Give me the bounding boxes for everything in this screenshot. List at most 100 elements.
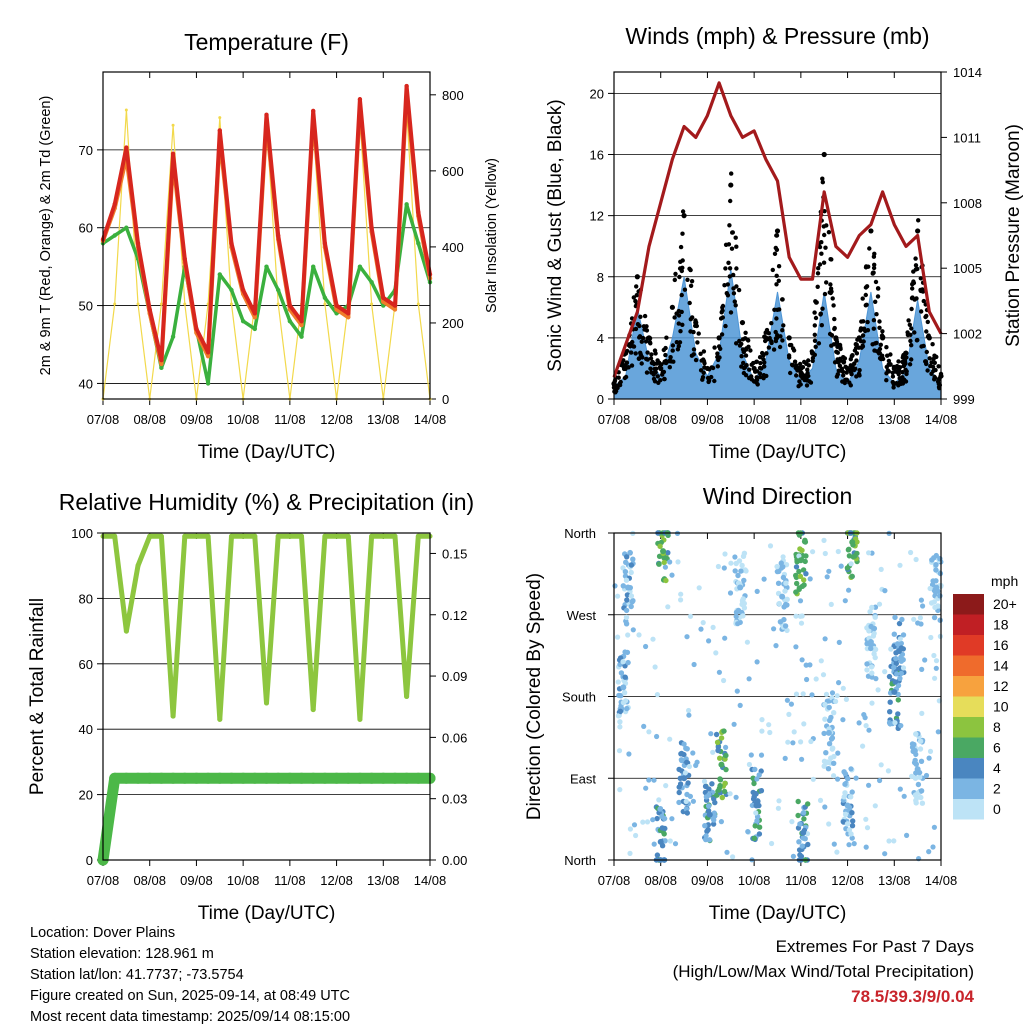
- gust-dot: [636, 356, 642, 361]
- gust-dot: [639, 339, 644, 344]
- gust-dot: [678, 329, 683, 334]
- direction-dot: [864, 667, 870, 673]
- direction-dot: [886, 838, 892, 844]
- gust-dot: [727, 266, 733, 271]
- station-elevation: Station elevation: 128.961 m: [30, 946, 214, 962]
- gust-dot: [672, 277, 677, 283]
- gust-dot: [838, 345, 843, 350]
- direction-dot: [630, 598, 636, 604]
- gust-dot: [680, 231, 685, 236]
- direction-dot: [878, 566, 884, 573]
- gust-dot: [860, 326, 865, 332]
- direction-dot: [822, 550, 828, 557]
- gust-scatter-cloud: [611, 171, 944, 395]
- direction-dot: [691, 661, 697, 668]
- temp-point: [217, 272, 222, 277]
- direction-dot: [793, 564, 800, 570]
- temp-point: [392, 307, 398, 312]
- x-tick-label: 07/08: [598, 412, 631, 427]
- direction-dot: [835, 750, 841, 756]
- gust-dot: [812, 310, 817, 315]
- legend-swatch: [953, 676, 984, 697]
- gust-dot: [698, 351, 703, 356]
- gust-dot: [929, 371, 934, 376]
- y-right-tick-label-2: 999: [953, 392, 975, 407]
- direction-dot: [795, 798, 801, 805]
- gust-dot: [667, 365, 672, 370]
- direction-dot: [704, 828, 710, 834]
- direction-dot: [868, 623, 874, 630]
- gust-dot: [633, 298, 638, 304]
- direction-dot: [853, 775, 859, 781]
- gust-dot: [886, 358, 892, 364]
- temp-point: [287, 303, 293, 308]
- gust-dot: [790, 363, 795, 368]
- rh-point: [170, 713, 176, 719]
- direction-cluster-point: [797, 557, 804, 564]
- series-rh-line: [103, 533, 430, 722]
- direction-dot: [794, 580, 800, 587]
- direction-dot: [828, 755, 834, 761]
- direction-dot: [709, 781, 715, 787]
- direction-dot: [703, 833, 709, 839]
- direction-dot: [776, 600, 782, 607]
- gust-dot: [649, 370, 654, 375]
- direction-dot: [854, 539, 860, 545]
- direction-dot: [722, 635, 728, 641]
- direction-dot: [615, 634, 621, 640]
- gust-dot: [873, 299, 878, 304]
- gust-dot: [909, 326, 914, 331]
- direction-dot: [769, 840, 775, 847]
- legend-label: 16: [993, 637, 1009, 653]
- precip-point: [249, 772, 261, 784]
- direction-dot: [748, 752, 754, 758]
- direction-dot: [915, 620, 921, 626]
- direction-dot: [783, 580, 789, 586]
- solar-point: [159, 302, 163, 306]
- gust-dot: [816, 341, 822, 346]
- gust-dot: [819, 240, 824, 245]
- direction-dot: [919, 710, 925, 717]
- gust-dot: [769, 321, 774, 326]
- gust-dot: [712, 345, 717, 350]
- direction-dot: [864, 661, 870, 667]
- temp-point: [159, 361, 164, 367]
- direction-dot: [718, 819, 725, 825]
- gust-dot: [715, 351, 720, 356]
- direction-dot: [828, 601, 834, 608]
- direction-dot: [882, 669, 888, 675]
- gust-dot: [924, 349, 929, 355]
- direction-dot: [873, 676, 879, 682]
- direction-dot: [702, 823, 708, 829]
- direction-dot: [867, 609, 873, 615]
- direction-dot: [891, 664, 897, 671]
- direction-dot: [654, 852, 661, 858]
- direction-dot: [754, 776, 760, 782]
- direction-dot: [784, 627, 790, 634]
- y-tick-label-4: North: [564, 526, 596, 541]
- y-tick-label-4: West: [567, 608, 597, 623]
- direction-dot: [780, 564, 786, 570]
- extremes-title: Extremes For Past 7 Days: [775, 937, 974, 956]
- gust-dot: [829, 343, 834, 348]
- direction-dot: [804, 676, 810, 683]
- direction-dot: [665, 604, 671, 610]
- direction-dot: [654, 692, 661, 698]
- precip-point: [366, 772, 378, 784]
- x-tick-label: 09/08: [691, 873, 724, 888]
- gust-dot: [855, 337, 860, 342]
- direction-dot: [869, 604, 875, 611]
- direction-dot: [882, 588, 888, 594]
- direction-dot: [870, 633, 877, 639]
- direction-dot: [721, 565, 727, 571]
- gust-dot: [818, 312, 823, 317]
- gust-dot: [724, 291, 729, 296]
- rh-point: [299, 533, 305, 539]
- gust-point: [681, 213, 687, 219]
- rh-point: [380, 533, 386, 539]
- y-tick-label-3: 100: [71, 526, 93, 541]
- gust-dot: [670, 343, 676, 348]
- direction-dot: [933, 567, 939, 573]
- gust-dot: [800, 375, 805, 381]
- direction-dot: [756, 772, 762, 778]
